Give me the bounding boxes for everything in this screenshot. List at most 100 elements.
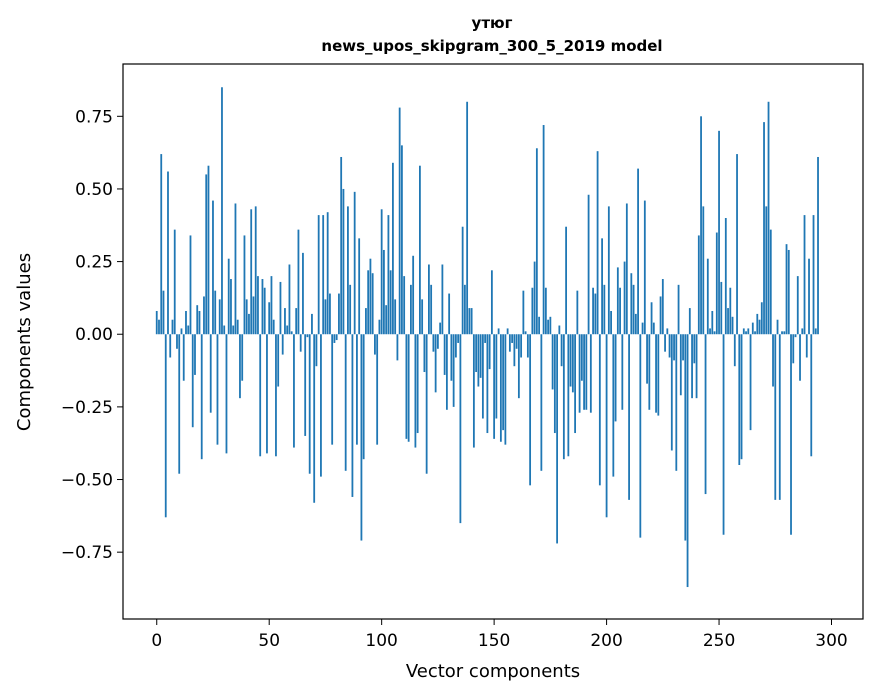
bar <box>279 281 282 335</box>
bar <box>461 226 464 335</box>
bar <box>713 331 716 335</box>
bar <box>333 334 336 343</box>
bar <box>286 325 289 335</box>
bar <box>776 319 779 335</box>
bar <box>486 334 489 434</box>
bar <box>479 334 482 378</box>
bar <box>277 334 280 387</box>
bar <box>596 151 599 335</box>
bar <box>553 334 556 434</box>
bar <box>664 334 666 352</box>
bar <box>704 334 707 495</box>
bar <box>616 267 619 335</box>
bar <box>684 334 687 541</box>
bar <box>688 308 691 335</box>
bar <box>290 331 293 335</box>
bar <box>769 229 772 335</box>
bar <box>207 165 210 335</box>
bar <box>767 101 770 335</box>
bar <box>205 174 208 335</box>
bar <box>711 310 714 335</box>
bar <box>423 334 426 373</box>
bar <box>230 279 232 335</box>
bar <box>747 328 750 335</box>
bar <box>751 322 754 335</box>
bar <box>630 273 633 335</box>
x-tick-label: 150 <box>478 631 510 651</box>
bar <box>742 328 745 335</box>
bar <box>598 334 601 486</box>
bar <box>805 334 808 358</box>
bar <box>189 235 192 335</box>
bar <box>353 191 356 335</box>
bar <box>218 299 221 335</box>
bar <box>772 334 774 387</box>
bar <box>463 284 466 335</box>
bar <box>763 122 765 335</box>
bar <box>722 334 725 535</box>
bar <box>495 334 498 419</box>
bar <box>760 302 763 335</box>
bar <box>801 328 804 335</box>
bar <box>419 165 421 335</box>
bar <box>693 334 696 364</box>
bar <box>342 188 345 335</box>
bar <box>225 334 228 454</box>
bar <box>632 284 635 335</box>
bar <box>484 334 487 343</box>
bar <box>185 310 187 335</box>
bar <box>785 244 788 335</box>
bar <box>378 319 381 335</box>
x-axis-label: Vector components <box>406 661 580 682</box>
bar <box>360 334 363 541</box>
bar <box>808 258 810 335</box>
bar <box>344 334 347 471</box>
bar <box>434 334 437 393</box>
bar <box>304 334 307 436</box>
bar <box>544 287 547 335</box>
bar <box>758 319 761 335</box>
bar <box>266 334 268 454</box>
bar <box>459 334 462 524</box>
bar <box>740 334 743 460</box>
bar <box>356 334 358 445</box>
bar <box>155 310 158 335</box>
bar <box>347 206 349 335</box>
bar <box>666 328 669 335</box>
bar <box>196 305 199 335</box>
bar <box>394 299 397 335</box>
bar <box>610 310 612 335</box>
bar <box>178 334 181 474</box>
bar <box>790 334 792 535</box>
bar <box>414 334 417 448</box>
x-tick-label: 50 <box>258 631 280 651</box>
x-tick-label: 200 <box>590 631 622 651</box>
bar <box>560 334 563 367</box>
bar <box>338 293 340 335</box>
bar <box>468 308 471 335</box>
bar <box>326 212 329 335</box>
bar <box>583 334 585 410</box>
bar <box>502 334 505 431</box>
bar <box>643 200 646 335</box>
bar <box>374 334 376 355</box>
bar <box>254 206 257 335</box>
bar <box>441 264 444 335</box>
bar <box>176 334 178 349</box>
bar <box>308 334 311 474</box>
bar <box>799 334 801 381</box>
bar <box>454 334 457 358</box>
bar <box>529 334 532 486</box>
bar <box>508 334 511 352</box>
bar <box>504 334 507 445</box>
bar <box>221 87 223 335</box>
bar <box>232 325 235 335</box>
plot-frame <box>122 63 864 620</box>
bar <box>571 334 574 393</box>
bar <box>709 328 711 335</box>
bar <box>634 313 637 335</box>
bar <box>239 334 241 399</box>
bar <box>412 255 415 335</box>
bar <box>443 334 446 375</box>
bar <box>675 334 678 471</box>
